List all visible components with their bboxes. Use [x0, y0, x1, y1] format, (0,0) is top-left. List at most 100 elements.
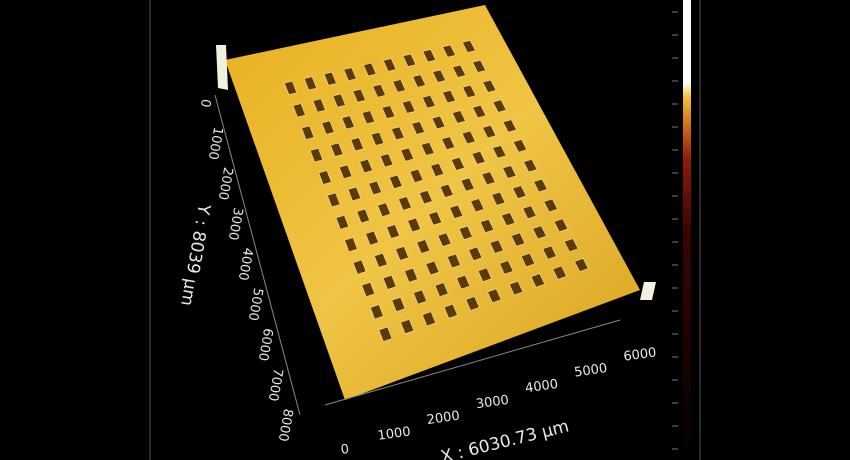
hole [442, 44, 457, 58]
hole [368, 180, 382, 196]
hole [428, 211, 443, 226]
hole [400, 318, 415, 335]
hole [395, 246, 410, 261]
hole [420, 141, 435, 156]
hole [332, 93, 346, 108]
hole [501, 212, 516, 227]
edge-spike [640, 282, 656, 300]
hole [407, 217, 422, 233]
hole [522, 205, 537, 220]
hole [338, 164, 353, 180]
hole [456, 274, 471, 290]
hole [450, 156, 465, 171]
hole [402, 53, 417, 67]
hole [377, 202, 392, 217]
hole [446, 253, 461, 269]
hole [543, 198, 559, 213]
hole [492, 145, 507, 159]
hole [479, 218, 495, 234]
hole [356, 208, 371, 224]
hole [462, 84, 477, 98]
hole [465, 296, 480, 311]
hole [418, 190, 433, 205]
hole [441, 136, 456, 150]
x-axis-line [324, 319, 621, 406]
x-tick-label: 1000 [377, 424, 412, 443]
hole [386, 224, 401, 239]
x-tick-label: 6000 [623, 345, 658, 364]
hole [343, 67, 357, 81]
hole [512, 139, 528, 153]
hole [382, 58, 397, 72]
hole [468, 246, 483, 262]
hole [523, 158, 538, 173]
hole [461, 130, 476, 145]
hole [400, 147, 415, 162]
hole [330, 142, 344, 157]
y-tick-label: 6000 [255, 327, 276, 362]
hole [388, 174, 403, 190]
hole [309, 147, 324, 163]
hole [508, 280, 524, 296]
hole [379, 153, 394, 168]
y-tick-label: 2000 [215, 166, 236, 201]
hole [461, 40, 476, 53]
hole [492, 99, 507, 113]
hole [574, 257, 589, 273]
hole [552, 265, 568, 280]
hole [412, 74, 427, 88]
y-axis-line [214, 94, 301, 416]
hole [477, 267, 492, 283]
hole [533, 178, 548, 193]
hole [489, 239, 504, 254]
hole [321, 120, 335, 135]
y-tick-label: 8000 [275, 407, 296, 442]
y-tick-label: 7000 [265, 367, 286, 402]
hole [434, 282, 449, 298]
color-bar [683, 0, 691, 460]
x-tick-label: 2000 [426, 409, 461, 428]
hole [530, 273, 546, 288]
hole [532, 225, 547, 240]
hole [370, 131, 385, 146]
hole [378, 326, 393, 342]
hole [352, 88, 366, 103]
hole [361, 281, 376, 298]
hole [404, 267, 419, 283]
hole [481, 171, 496, 186]
hole [326, 192, 341, 208]
hole [460, 177, 475, 192]
hole [361, 110, 376, 125]
hole [471, 151, 486, 165]
hole [437, 232, 452, 247]
hole [472, 104, 487, 119]
hole [352, 259, 367, 275]
hole [350, 137, 364, 152]
hole [563, 238, 579, 253]
hole [359, 158, 373, 174]
hole [451, 110, 466, 124]
hole [512, 185, 527, 199]
hole [491, 191, 506, 206]
hole [443, 303, 458, 319]
hole [430, 162, 445, 177]
hole-array [284, 40, 589, 342]
y-tick-label: 1000 [205, 126, 226, 161]
hole [553, 218, 569, 233]
hole [312, 98, 326, 113]
hole [470, 198, 485, 213]
y-tick-label: 0 [197, 98, 213, 109]
hole [439, 183, 454, 198]
hole [284, 80, 298, 96]
hole [422, 49, 437, 63]
edge-spike [216, 45, 228, 90]
hole [390, 126, 405, 141]
hole [458, 225, 473, 240]
hole [301, 125, 315, 140]
hole [381, 105, 396, 119]
y-tick-label: 3000 [225, 206, 246, 241]
hole [335, 214, 350, 230]
hole [421, 95, 436, 109]
hole [425, 260, 440, 276]
